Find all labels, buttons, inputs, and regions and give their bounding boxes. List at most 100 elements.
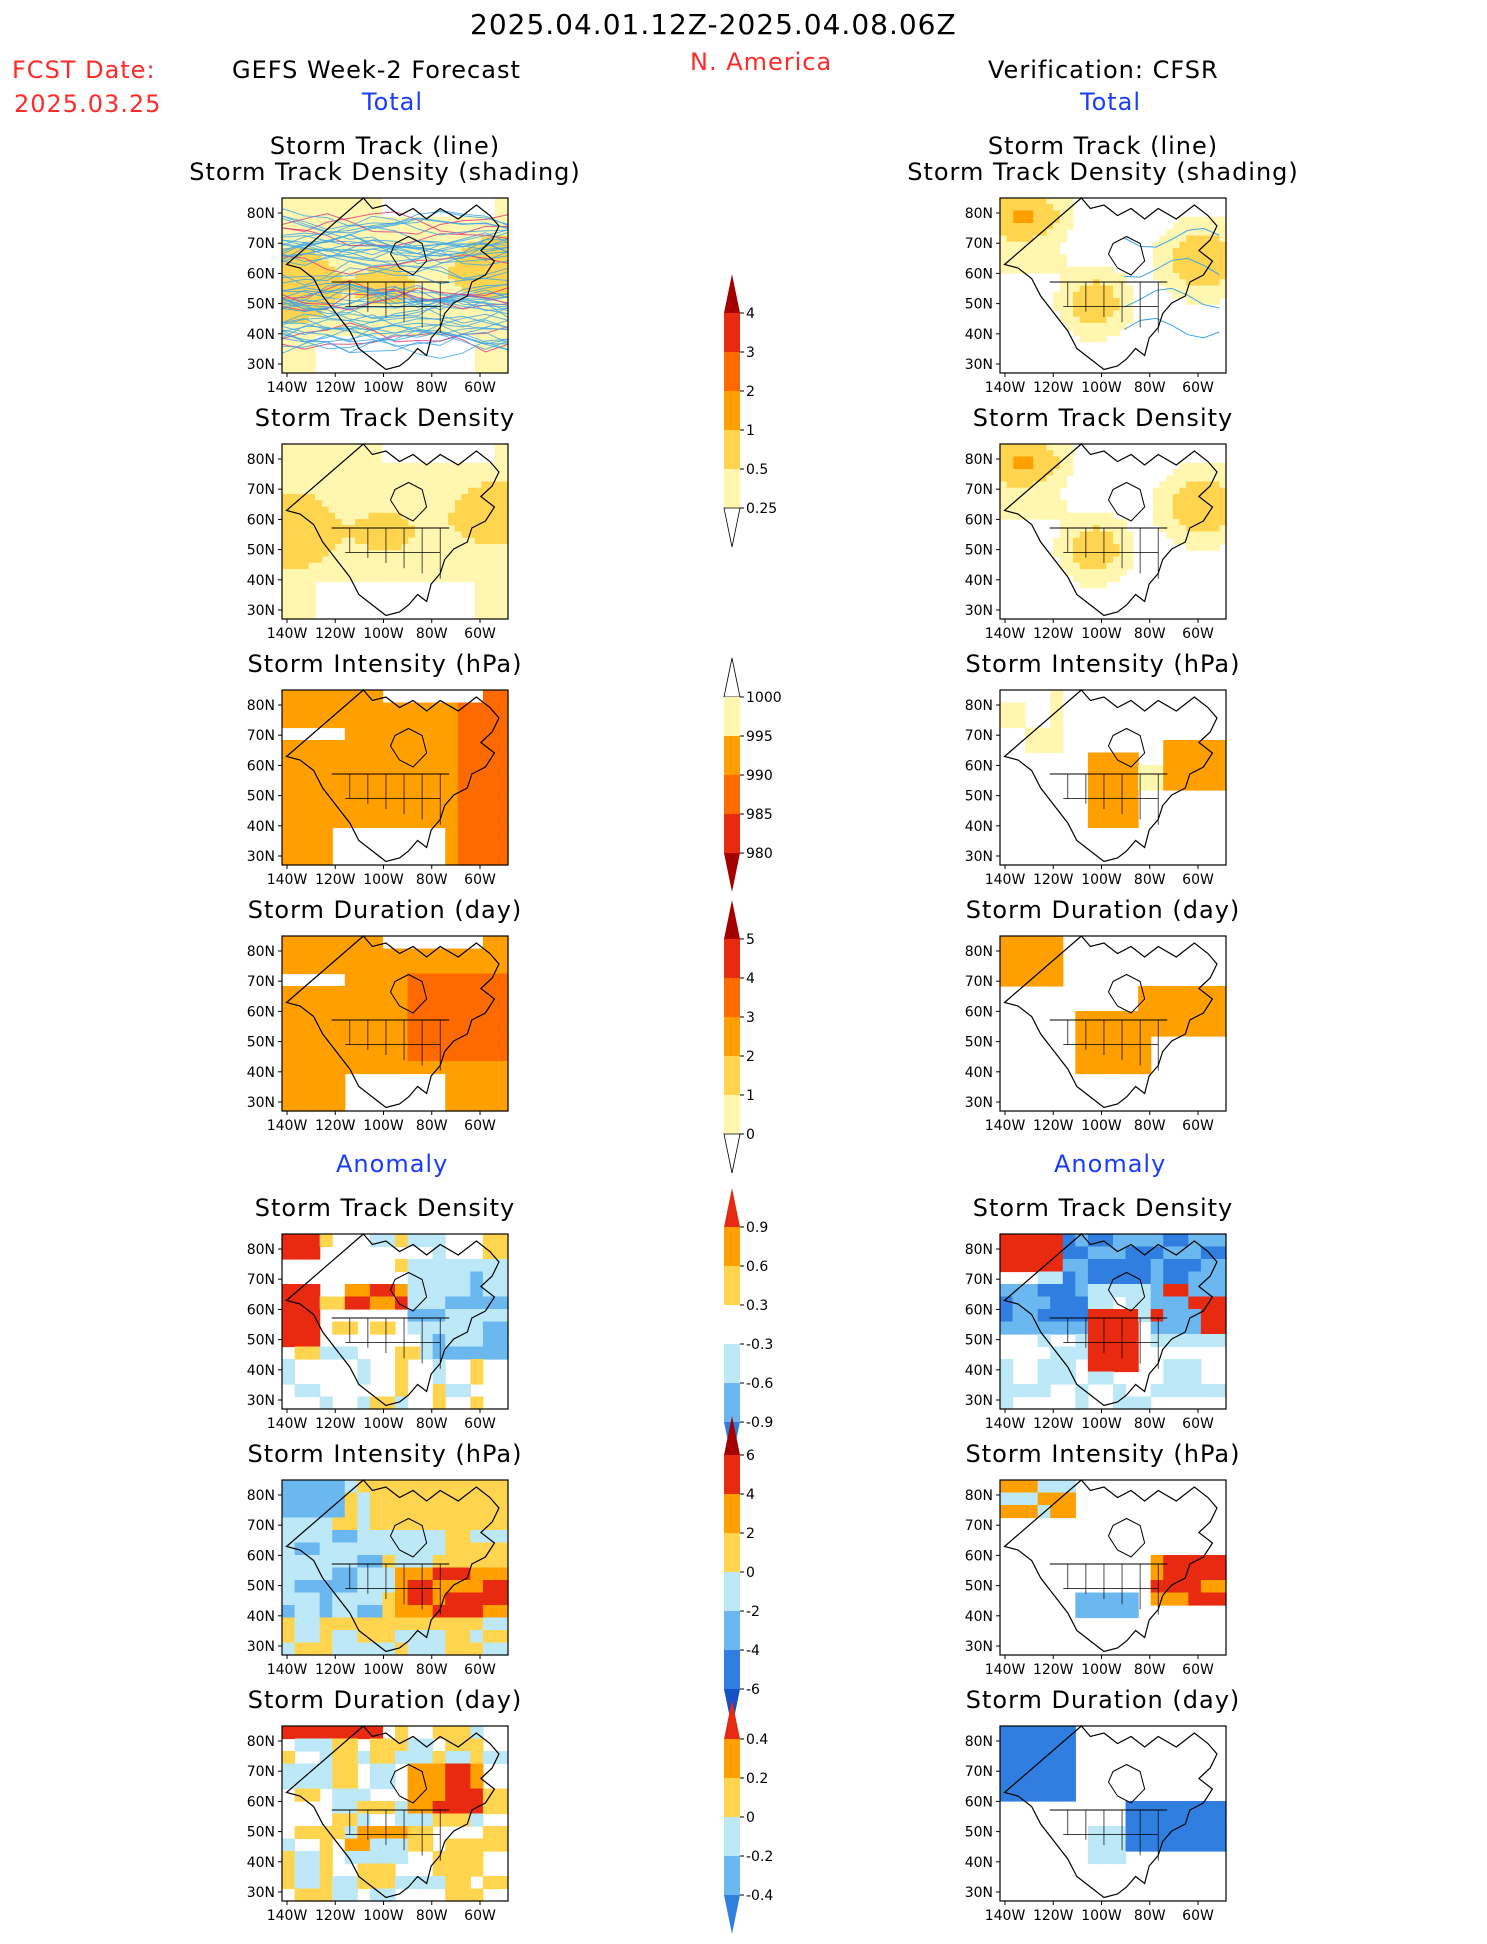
grid-cell bbox=[381, 512, 389, 520]
grid-cell bbox=[1159, 481, 1167, 489]
grid-cell bbox=[1073, 519, 1081, 526]
grid-cell bbox=[494, 569, 502, 576]
coastline bbox=[1003, 1479, 1218, 1653]
hudson-bay bbox=[389, 1271, 428, 1312]
grid-cell bbox=[382, 1605, 396, 1619]
colorbar-label: 995 bbox=[746, 729, 773, 745]
grid-cell bbox=[321, 266, 330, 274]
grid-cell bbox=[461, 506, 469, 514]
colorbar-cap bbox=[724, 853, 740, 892]
grid-cell bbox=[381, 475, 389, 483]
grid-cell bbox=[1059, 556, 1068, 564]
grid-cell bbox=[1012, 1726, 1026, 1740]
grid-cell bbox=[1066, 266, 1074, 274]
grid-cell bbox=[1100, 765, 1114, 779]
grid-cell bbox=[495, 1530, 509, 1544]
grid-cell bbox=[307, 1234, 321, 1248]
grid-cell bbox=[344, 1813, 358, 1827]
grid-cell bbox=[501, 487, 509, 495]
grid-cell bbox=[1150, 1580, 1164, 1594]
grid-cell bbox=[1186, 481, 1194, 489]
grid-cell bbox=[454, 512, 463, 520]
grid-cell bbox=[1012, 961, 1026, 975]
grid-cell bbox=[1046, 500, 1054, 508]
grid-cell bbox=[501, 469, 509, 476]
grid-cell bbox=[407, 998, 421, 1012]
grid-cell bbox=[448, 481, 456, 489]
grid-cell bbox=[301, 569, 310, 576]
grid-cell bbox=[335, 569, 343, 576]
lon-label: 80W bbox=[1134, 1908, 1166, 1924]
grid-cell bbox=[1006, 500, 1014, 508]
grid-cell bbox=[1059, 223, 1068, 230]
grid-cell bbox=[1053, 248, 1061, 255]
grid-cell bbox=[445, 1259, 459, 1273]
grid-cell bbox=[1206, 506, 1214, 514]
grid-cell bbox=[295, 612, 303, 620]
grid-cell bbox=[294, 1505, 308, 1519]
grid-cell bbox=[308, 450, 316, 458]
grid-cell bbox=[1033, 462, 1041, 470]
grid-cell bbox=[482, 1505, 497, 1519]
grid-cell bbox=[457, 1098, 471, 1112]
grid-cell bbox=[1206, 260, 1214, 268]
grid-cell bbox=[501, 216, 509, 224]
colorbar-segment bbox=[724, 1494, 740, 1533]
grid-cell bbox=[282, 1334, 296, 1348]
grid-cell bbox=[454, 285, 463, 293]
grid-cell bbox=[494, 612, 502, 620]
grid-cell bbox=[369, 1542, 384, 1556]
colorbar-segment bbox=[724, 1533, 740, 1572]
grid-cell bbox=[454, 494, 463, 501]
grid-cell bbox=[294, 1630, 308, 1644]
grid-cell bbox=[494, 525, 502, 533]
grid-cell bbox=[294, 1617, 308, 1631]
grid-cell bbox=[428, 575, 436, 583]
grid-cell bbox=[294, 1888, 308, 1902]
grid-cell bbox=[470, 1086, 484, 1100]
panel-title-duration-left: Storm Duration (day) bbox=[247, 896, 523, 924]
grid-cell bbox=[368, 481, 376, 489]
grid-cell bbox=[494, 475, 502, 483]
grid-cell bbox=[421, 562, 429, 570]
grid-cell bbox=[319, 1555, 333, 1569]
grid-cell bbox=[1172, 260, 1181, 268]
grid-cell bbox=[428, 562, 436, 570]
grid-cell bbox=[468, 310, 476, 318]
lat-label: 50N bbox=[965, 543, 993, 559]
grid-cell bbox=[454, 481, 463, 489]
grid-cell bbox=[401, 562, 409, 570]
grid-cell bbox=[494, 562, 502, 570]
grid-cell bbox=[1212, 525, 1220, 533]
grid-cell bbox=[1106, 279, 1114, 287]
grid-cell bbox=[357, 1826, 371, 1840]
grid-cell bbox=[1050, 702, 1064, 716]
grid-cell bbox=[335, 562, 343, 570]
grid-cell bbox=[395, 550, 403, 558]
grid-cell bbox=[357, 1801, 371, 1815]
grid-cell bbox=[295, 462, 303, 470]
grid-cell bbox=[357, 1396, 371, 1410]
grid-cell bbox=[470, 1359, 484, 1373]
grid-cell bbox=[454, 556, 463, 564]
grid-cell bbox=[1150, 1296, 1164, 1310]
grid-cell bbox=[341, 544, 350, 551]
grid-cell bbox=[395, 1359, 409, 1373]
grid-cell bbox=[319, 827, 333, 841]
grid-cell bbox=[294, 998, 308, 1012]
grid-cell bbox=[1200, 1259, 1215, 1273]
grid-cell bbox=[1026, 223, 1034, 230]
grid-cell bbox=[395, 462, 403, 470]
grid-cell bbox=[1053, 469, 1061, 476]
grid-cell bbox=[470, 1776, 484, 1790]
grid-cell bbox=[357, 690, 371, 704]
grid-cell bbox=[448, 550, 456, 558]
hudson-bay bbox=[1107, 973, 1146, 1014]
grid-cell bbox=[1062, 1321, 1076, 1335]
grid-cell bbox=[282, 1098, 296, 1112]
colorbar-cap bbox=[724, 1895, 740, 1934]
grid-cell bbox=[319, 1876, 333, 1890]
grid-cell bbox=[432, 1271, 446, 1285]
grid-cell bbox=[482, 1751, 497, 1765]
grid-cell bbox=[1113, 316, 1121, 324]
